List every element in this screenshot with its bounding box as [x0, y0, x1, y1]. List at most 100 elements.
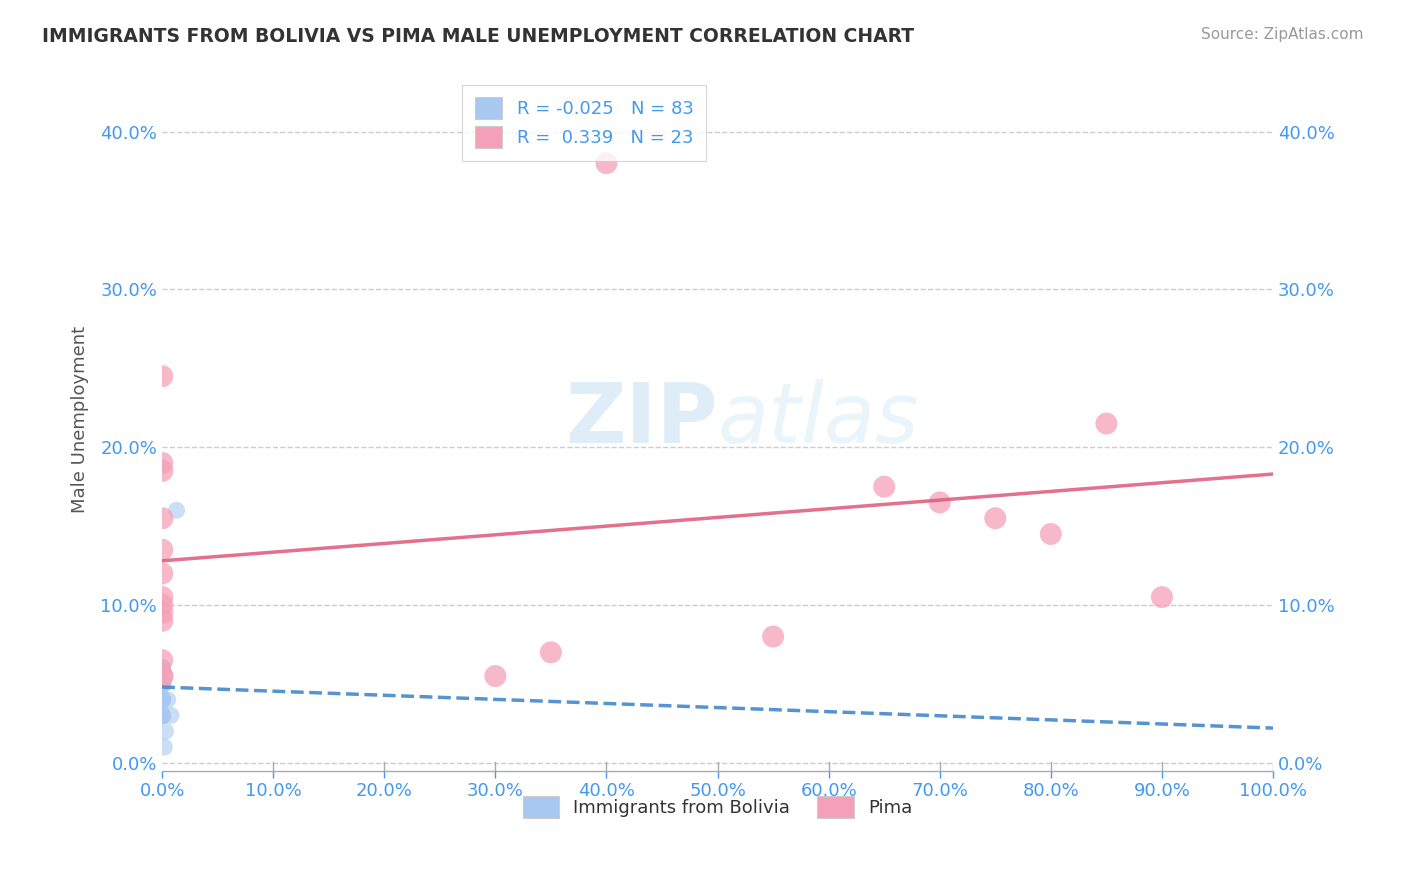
Text: ZIP: ZIP [565, 379, 717, 460]
Point [152, 677, 174, 691]
Point [150, 692, 173, 706]
Point [150, 708, 173, 723]
Point [152, 677, 174, 691]
Point [150, 677, 173, 691]
Point [150, 677, 173, 691]
Point [150, 661, 173, 675]
Point [152, 692, 174, 706]
Point [150, 677, 173, 691]
Point [152, 692, 174, 706]
Point [150, 708, 173, 723]
Point [928, 495, 950, 509]
Point [150, 692, 173, 706]
Point [152, 677, 174, 691]
Point [152, 692, 174, 706]
Point [150, 677, 173, 691]
Point [150, 677, 173, 691]
Point [150, 566, 173, 581]
Point [152, 708, 174, 723]
Point [150, 708, 173, 723]
Point [156, 692, 179, 706]
Point [150, 369, 173, 384]
Point [150, 677, 173, 691]
Point [150, 708, 173, 723]
Point [152, 677, 174, 691]
Point [152, 708, 174, 723]
Point [150, 598, 173, 612]
Point [152, 708, 174, 723]
Point [150, 614, 173, 628]
Point [152, 708, 174, 723]
Point [152, 708, 174, 723]
Point [150, 653, 173, 667]
Point [1095, 417, 1118, 431]
Point [150, 677, 173, 691]
Point [152, 677, 174, 691]
Point [152, 692, 174, 706]
Point [152, 692, 174, 706]
Point [152, 677, 174, 691]
Point [150, 692, 173, 706]
Point [150, 677, 173, 691]
Point [150, 692, 173, 706]
Point [150, 677, 173, 691]
Point [762, 630, 785, 644]
Point [152, 661, 174, 675]
Point [150, 692, 173, 706]
Point [152, 708, 174, 723]
Point [150, 708, 173, 723]
Point [152, 708, 174, 723]
Point [152, 708, 174, 723]
Point [150, 661, 173, 675]
Point [150, 677, 173, 691]
Point [152, 661, 174, 675]
Point [1039, 527, 1062, 541]
Text: atlas: atlas [717, 379, 920, 460]
Point [152, 677, 174, 691]
Point [150, 708, 173, 723]
Legend: Immigrants from Bolivia, Pima: Immigrants from Bolivia, Pima [516, 789, 920, 825]
Point [152, 692, 174, 706]
Point [1150, 590, 1173, 604]
Point [150, 692, 173, 706]
Point [152, 677, 174, 691]
Point [150, 590, 173, 604]
Y-axis label: Male Unemployment: Male Unemployment [72, 326, 89, 513]
Point [150, 692, 173, 706]
Point [152, 692, 174, 706]
Point [150, 708, 173, 723]
Point [150, 677, 173, 691]
Point [152, 661, 174, 675]
Point [152, 661, 174, 675]
Point [150, 708, 173, 723]
Point [152, 677, 174, 691]
Text: IMMIGRANTS FROM BOLIVIA VS PIMA MALE UNEMPLOYMENT CORRELATION CHART: IMMIGRANTS FROM BOLIVIA VS PIMA MALE UNE… [42, 27, 914, 45]
Point [152, 661, 174, 675]
Point [150, 708, 173, 723]
Point [153, 739, 176, 754]
Point [152, 661, 174, 675]
Point [150, 692, 173, 706]
Point [150, 692, 173, 706]
Point [150, 542, 173, 557]
Point [160, 708, 183, 723]
Point [150, 708, 173, 723]
Point [152, 661, 174, 675]
Point [540, 645, 562, 659]
Point [595, 156, 617, 170]
Point [166, 503, 188, 517]
Point [150, 692, 173, 706]
Point [484, 669, 506, 683]
Point [152, 692, 174, 706]
Point [150, 661, 173, 675]
Point [150, 456, 173, 470]
Point [152, 677, 174, 691]
Point [150, 708, 173, 723]
Point [150, 708, 173, 723]
Point [152, 511, 174, 525]
Point [152, 661, 174, 675]
Point [150, 606, 173, 620]
Point [150, 669, 173, 683]
Point [152, 692, 174, 706]
Point [152, 692, 174, 706]
